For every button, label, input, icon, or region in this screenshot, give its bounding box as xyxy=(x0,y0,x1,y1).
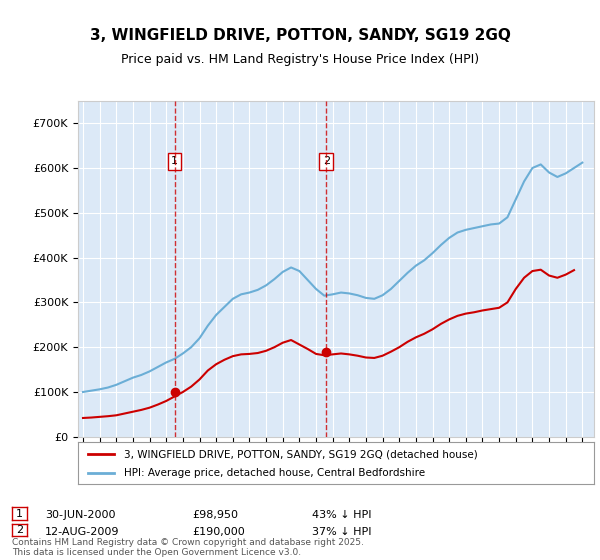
Text: 2: 2 xyxy=(16,525,23,535)
Text: 43% ↓ HPI: 43% ↓ HPI xyxy=(312,510,371,520)
Text: £98,950: £98,950 xyxy=(192,510,238,520)
Text: 2: 2 xyxy=(323,156,330,166)
Text: Contains HM Land Registry data © Crown copyright and database right 2025.
This d: Contains HM Land Registry data © Crown c… xyxy=(12,538,364,557)
Text: 1: 1 xyxy=(171,156,178,166)
Text: HPI: Average price, detached house, Central Bedfordshire: HPI: Average price, detached house, Cent… xyxy=(124,468,425,478)
Text: 30-JUN-2000: 30-JUN-2000 xyxy=(45,510,115,520)
Text: Price paid vs. HM Land Registry's House Price Index (HPI): Price paid vs. HM Land Registry's House … xyxy=(121,53,479,66)
Text: 1: 1 xyxy=(16,508,23,519)
Text: £190,000: £190,000 xyxy=(192,527,245,537)
Text: 37% ↓ HPI: 37% ↓ HPI xyxy=(312,527,371,537)
Text: 12-AUG-2009: 12-AUG-2009 xyxy=(45,527,119,537)
Text: 3, WINGFIELD DRIVE, POTTON, SANDY, SG19 2GQ (detached house): 3, WINGFIELD DRIVE, POTTON, SANDY, SG19 … xyxy=(124,449,478,459)
Text: 3, WINGFIELD DRIVE, POTTON, SANDY, SG19 2GQ: 3, WINGFIELD DRIVE, POTTON, SANDY, SG19 … xyxy=(89,28,511,43)
